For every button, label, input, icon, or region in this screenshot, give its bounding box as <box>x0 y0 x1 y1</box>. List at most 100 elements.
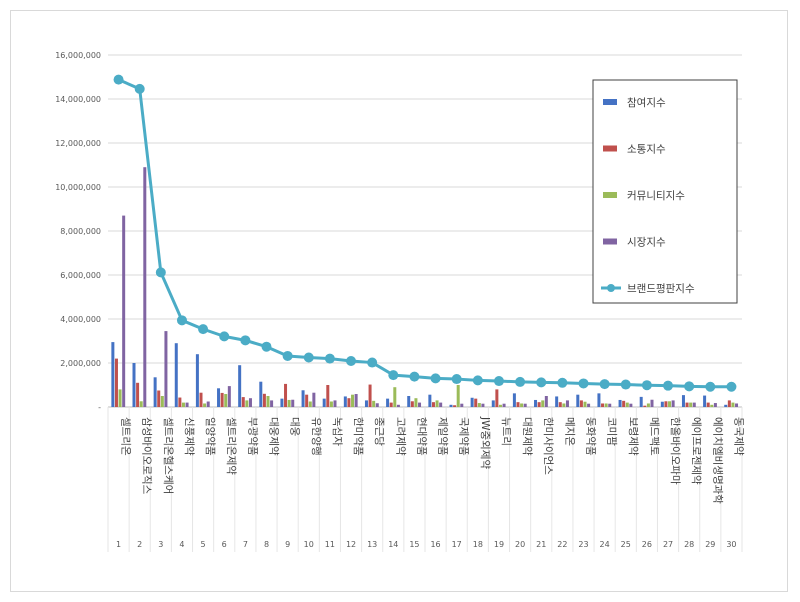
rank-label: 2 <box>137 540 142 549</box>
line-point <box>472 375 483 386</box>
bar-시장지수 <box>375 403 379 407</box>
bar-시장지수 <box>291 399 295 407</box>
bar-참여지수 <box>238 365 242 407</box>
legend-label: 시장지수 <box>627 237 666 249</box>
category-label: 메드팩토 <box>648 417 660 456</box>
line-point <box>176 315 187 326</box>
bar-참여지수 <box>195 354 199 407</box>
rank-label: 8 <box>264 540 269 549</box>
bar-커뮤니티지수 <box>668 401 672 407</box>
line-point <box>536 377 547 388</box>
line-point <box>705 381 716 392</box>
legend-label: 참여지수 <box>627 97 666 109</box>
category-label: 한미약품 <box>352 417 364 456</box>
category-label: 대웅 <box>289 417 301 437</box>
line-point <box>388 370 399 381</box>
line-point <box>684 381 695 392</box>
bar-참여지수 <box>364 400 368 407</box>
bar-소통지수 <box>157 390 161 407</box>
bar-커뮤니티지수 <box>541 400 545 407</box>
bar-참여지수 <box>386 398 390 407</box>
category-label: JW중외제약 <box>479 416 491 469</box>
bar-시장지수 <box>248 398 252 407</box>
bar-커뮤니티지수 <box>245 400 249 407</box>
bar-시장지수 <box>333 400 337 407</box>
bar-소통지수 <box>284 383 288 407</box>
bar-참여지수 <box>449 404 453 407</box>
bar-시장지수 <box>523 403 527 407</box>
bar-소통지수 <box>727 400 731 407</box>
y-tick-label: - <box>98 403 101 412</box>
category-label: 대원제약 <box>521 417 533 456</box>
legend-swatch <box>603 145 617 152</box>
bar-커뮤니티지수 <box>266 396 270 407</box>
rank-label: 11 <box>325 540 335 549</box>
rank-label: 12 <box>346 540 356 549</box>
line-point <box>726 381 737 392</box>
bar-시장지수 <box>735 403 739 407</box>
rank-label: 23 <box>578 540 588 549</box>
y-tick-label: 12,000,000 <box>55 139 101 148</box>
line-point <box>303 352 314 363</box>
bar-소통지수 <box>199 392 203 407</box>
bar-소통지수 <box>220 392 224 407</box>
bar-참여지수 <box>534 399 538 407</box>
rank-label: 22 <box>557 540 567 549</box>
line-point <box>261 341 272 352</box>
legend-box <box>592 79 738 304</box>
bar-참여지수 <box>681 395 685 407</box>
rank-label: 28 <box>684 540 694 549</box>
bar-참여지수 <box>639 396 643 407</box>
bar-시장지수 <box>122 215 126 407</box>
category-label: 셀트리온헬스케어 <box>162 417 174 494</box>
bar-소통지수 <box>664 401 668 407</box>
bar-시장지수 <box>354 394 358 407</box>
bar-참여지수 <box>576 394 580 407</box>
bar-커뮤니티지수 <box>625 402 629 407</box>
bar-소통지수 <box>516 402 520 407</box>
bar-시장지수 <box>629 403 633 407</box>
legend-swatch <box>603 238 617 245</box>
line-point <box>367 357 378 368</box>
bar-시장지수 <box>502 403 506 407</box>
bar-소통지수 <box>389 402 393 407</box>
bar-소통지수 <box>643 405 647 407</box>
bar-커뮤니티지수 <box>710 404 714 407</box>
rank-label: 20 <box>515 540 525 549</box>
bar-참여지수 <box>111 342 115 407</box>
y-tick-label: 6,000,000 <box>60 271 101 280</box>
category-label: 한올바이오파마 <box>669 417 681 485</box>
bar-시장지수 <box>270 400 274 407</box>
line-point <box>198 324 209 335</box>
rank-label: 19 <box>494 540 504 549</box>
bar-커뮤니티지수 <box>646 403 650 407</box>
bar-커뮤니티지수 <box>224 394 228 407</box>
bar-시장지수 <box>312 392 316 407</box>
category-label: 셀트리온제약 <box>225 417 237 475</box>
bar-커뮤니티지수 <box>181 402 185 407</box>
bar-시장지수 <box>713 403 717 407</box>
line-point <box>493 376 504 387</box>
line-point <box>219 331 230 342</box>
bar-커뮤니티지수 <box>139 401 143 407</box>
bar-시장지수 <box>185 402 189 407</box>
bar-커뮤니티지수 <box>604 403 608 407</box>
bar-참여지수 <box>597 393 601 407</box>
bar-참여지수 <box>259 381 263 407</box>
category-label: 에이프로젠제약 <box>690 417 702 485</box>
line-point <box>324 353 335 364</box>
line-point <box>346 356 357 367</box>
line-point <box>240 335 251 346</box>
category-label: 에이치엘비생명과학 <box>711 417 724 504</box>
bar-참여지수 <box>301 390 305 407</box>
bar-참여지수 <box>470 397 474 407</box>
bar-참여지수 <box>153 377 157 407</box>
bar-시장지수 <box>692 402 696 407</box>
bar-소통지수 <box>136 382 140 407</box>
category-label: 셀트리온 <box>120 417 132 456</box>
category-label: 동화약품 <box>585 417 597 456</box>
bar-소통지수 <box>326 385 330 407</box>
bar-커뮤니티지수 <box>203 403 207 407</box>
category-label: 대웅제약 <box>268 417 280 456</box>
bar-참여지수 <box>703 395 707 407</box>
